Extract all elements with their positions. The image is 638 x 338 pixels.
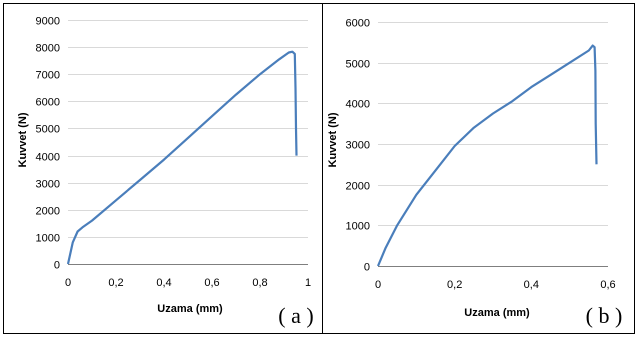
y-tick-label: 1000 bbox=[36, 233, 60, 245]
y-tick-label: 4000 bbox=[36, 152, 60, 164]
x-tick-label: 0,6 bbox=[204, 277, 219, 289]
y-tick-label: 4000 bbox=[346, 99, 370, 111]
panel-label-b: ( b ) bbox=[586, 303, 623, 328]
figure-border bbox=[3, 3, 635, 334]
x-tick-label: 0,4 bbox=[156, 277, 171, 289]
panel-label-a: ( a ) bbox=[278, 303, 313, 328]
y-tick-label: 5000 bbox=[346, 59, 370, 71]
y-tick-label: 1000 bbox=[346, 221, 370, 233]
x-tick-label: 0,6 bbox=[600, 279, 615, 291]
y-tick-label: 9000 bbox=[36, 16, 60, 28]
x-axis-label: Uzama (mm) bbox=[157, 303, 223, 315]
x-tick-labels: 0 0,2 0,4 0,6 bbox=[375, 279, 616, 291]
gridlines bbox=[378, 22, 608, 226]
x-tick-label: 0 bbox=[375, 279, 381, 291]
x-tick-label: 1 bbox=[305, 277, 311, 289]
x-tick-label: 0,8 bbox=[252, 277, 267, 289]
y-tick-label: 3000 bbox=[346, 140, 370, 152]
y-tick-label: 6000 bbox=[36, 97, 60, 109]
x-tick-labels: 0 0,2 0,4 0,6 0,8 1 bbox=[65, 277, 311, 289]
x-tick-label: 0,4 bbox=[524, 279, 539, 291]
chart-panel-b: 0 1000 2000 3000 4000 5000 6000 0 0,2 0,4 0,6 Uza… bbox=[327, 18, 622, 329]
y-tick-labels: 0 1000 2000 3000 4000 5000 6000 bbox=[346, 18, 370, 274]
y-tick-label: 0 bbox=[364, 262, 370, 274]
x-tick-label: 0 bbox=[65, 277, 71, 289]
y-tick-label: 2000 bbox=[346, 181, 370, 193]
y-tick-labels: 0 1000 2000 3000 4000 5000 6000 7000 8000 9000 bbox=[36, 16, 60, 272]
gridlines bbox=[68, 20, 308, 238]
y-axis-label: Kuvvet (N) bbox=[17, 112, 29, 167]
y-tick-label: 3000 bbox=[36, 179, 60, 191]
y-tick-label: 0 bbox=[54, 260, 60, 272]
series-line bbox=[376, 44, 598, 267]
series-line bbox=[66, 50, 298, 265]
y-tick-label: 8000 bbox=[36, 43, 60, 55]
x-tick-label: 0,2 bbox=[447, 279, 462, 291]
y-axis-label: Kuvvet (N) bbox=[327, 112, 339, 167]
x-axis-label: Uzama (mm) bbox=[464, 307, 530, 319]
y-tick-label: 7000 bbox=[36, 70, 60, 82]
y-tick-label: 2000 bbox=[36, 206, 60, 218]
x-tick-label: 0,2 bbox=[108, 277, 123, 289]
y-tick-label: 6000 bbox=[346, 18, 370, 30]
y-tick-label: 5000 bbox=[36, 124, 60, 136]
